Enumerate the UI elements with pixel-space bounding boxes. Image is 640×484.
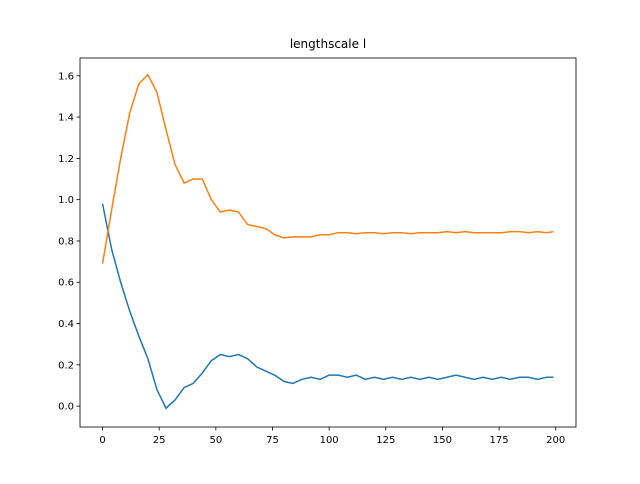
y-tick-label: 0.4 xyxy=(58,319,74,330)
x-tick-label: 0 xyxy=(99,435,105,446)
y-tick-label: 0.6 xyxy=(58,278,74,289)
x-tick-label: 125 xyxy=(376,435,395,446)
y-tick-label: 1.0 xyxy=(58,195,74,206)
y-tick-label: 1.6 xyxy=(58,71,74,82)
y-tick-label: 1.4 xyxy=(58,113,74,124)
x-tick-label: 75 xyxy=(266,435,279,446)
y-tick-label: 0.8 xyxy=(58,236,74,247)
x-tick-label: 100 xyxy=(320,435,339,446)
chart-title: lengthscale l xyxy=(290,37,366,51)
line-series xyxy=(101,73,554,264)
y-tick-label: 1.2 xyxy=(58,154,74,165)
y-tick-label: 0.0 xyxy=(58,402,74,413)
plot-frame xyxy=(79,57,577,428)
x-tick-label: 25 xyxy=(153,435,166,446)
y-tick-label: 0.2 xyxy=(58,360,74,371)
x-tick-label: 175 xyxy=(490,435,509,446)
x-tick-label: 200 xyxy=(546,435,565,446)
line-series xyxy=(101,203,554,410)
x-tick-label: 150 xyxy=(433,435,452,446)
x-tick-label: 50 xyxy=(209,435,222,446)
